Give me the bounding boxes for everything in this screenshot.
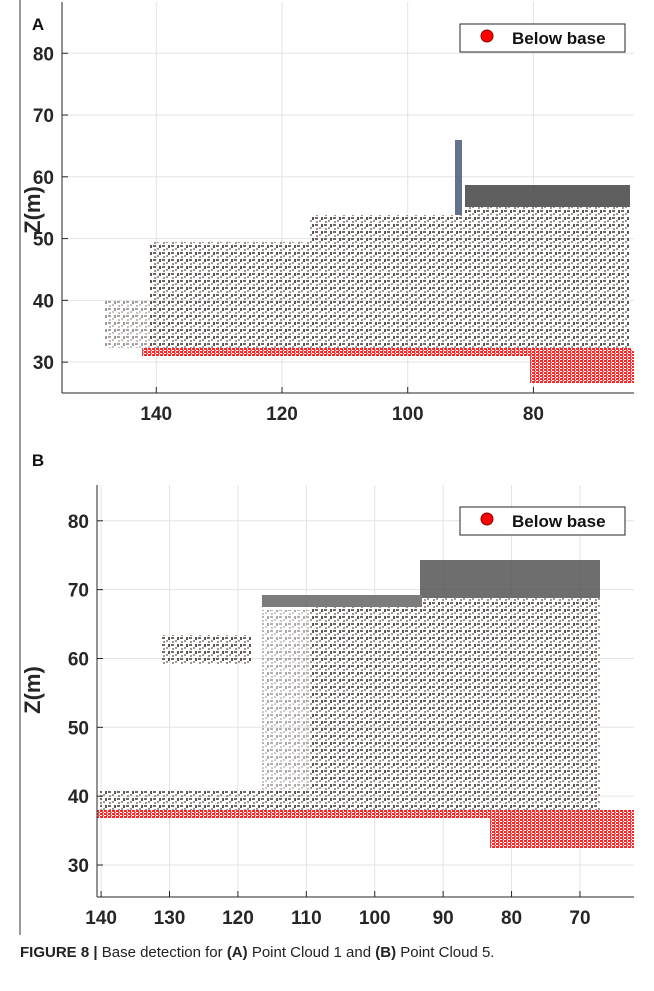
x-tick-label: 80 xyxy=(501,908,522,929)
legend-marker xyxy=(480,29,494,43)
panel-label: A xyxy=(32,15,44,34)
caption-text: Point Cloud 1 and xyxy=(251,944,372,961)
y-tick-label: 70 xyxy=(33,106,54,127)
panel-label: B xyxy=(32,451,44,470)
legend-marker xyxy=(480,512,494,526)
caption: FIGURE 8 | Base detection for (A) Point … xyxy=(20,944,494,961)
x-tick-label: 120 xyxy=(266,404,298,425)
y-tick-label: 70 xyxy=(68,581,89,602)
figure-svg: 30 40 50 60 70 80 140 120 100 80 A Z(m) Below base 30… xyxy=(19,0,634,935)
y-tick-label: 60 xyxy=(33,168,54,189)
x-tick-label: 70 xyxy=(569,908,590,929)
x-tick-label: 140 xyxy=(85,908,117,929)
caption-text: Point Cloud 5. xyxy=(400,944,495,961)
point-cloud-a xyxy=(105,140,634,383)
legend-label: Below base xyxy=(512,29,606,48)
x-tick-label: 120 xyxy=(222,908,254,929)
y-tick-label: 40 xyxy=(68,787,89,808)
caption-ref: (B) xyxy=(375,944,397,961)
x-tick-label: 80 xyxy=(523,404,544,425)
y-axis-label: Z(m) xyxy=(20,186,45,234)
x-tick-label: 100 xyxy=(392,404,424,425)
x-tick-label: 100 xyxy=(359,908,391,929)
x-tick-label: 110 xyxy=(291,908,322,929)
y-tick-label: 60 xyxy=(68,649,89,670)
y-tick-label: 30 xyxy=(68,856,89,877)
y-tick-label: 50 xyxy=(33,230,54,251)
point-cloud-b xyxy=(97,560,634,848)
y-axis-label: Z(m) xyxy=(20,666,45,714)
caption-text: Base detection for xyxy=(101,944,223,961)
caption-ref: (A) xyxy=(226,944,248,961)
y-tick-label: 30 xyxy=(33,353,54,374)
y-tick-label: 80 xyxy=(68,512,89,533)
y-tick-label: 80 xyxy=(33,44,54,65)
y-tick-label: 50 xyxy=(68,718,89,739)
x-tick-label: 140 xyxy=(140,404,172,425)
legend-label: Below base xyxy=(512,512,606,531)
x-tick-label: 90 xyxy=(433,908,454,929)
caption-label: FIGURE 8 | xyxy=(20,944,98,961)
x-tick-label: 130 xyxy=(154,908,186,929)
y-tick-label: 40 xyxy=(33,291,54,312)
